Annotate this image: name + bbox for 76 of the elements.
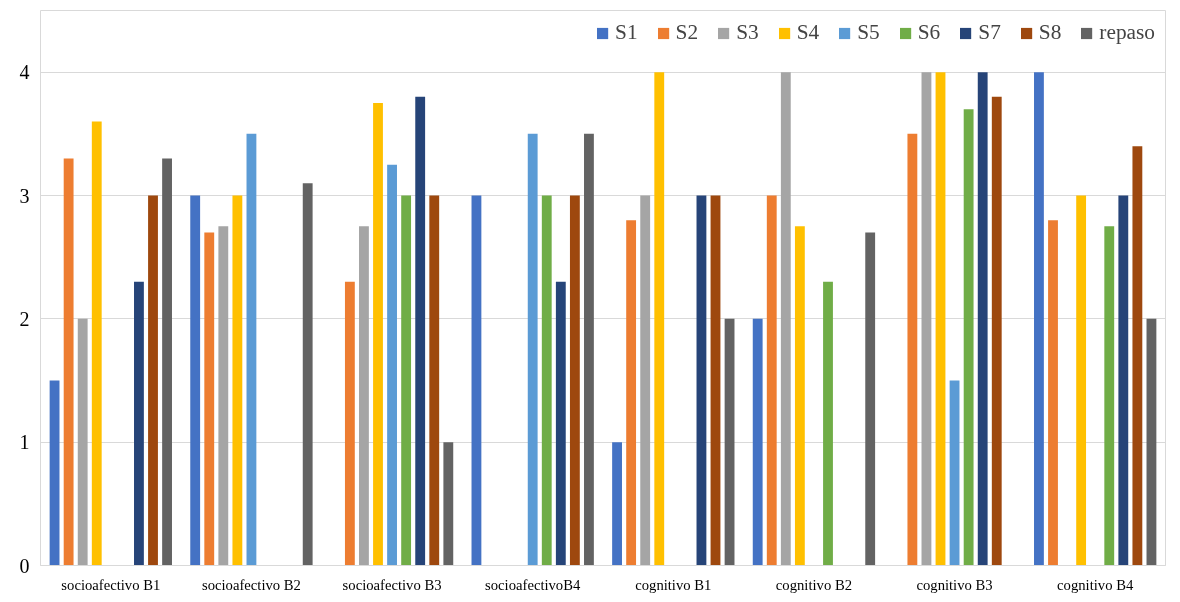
y-tick-label: 2 xyxy=(19,307,30,330)
legend-label: S1 xyxy=(615,20,638,45)
bar xyxy=(696,195,707,566)
bar xyxy=(823,281,833,566)
legend-label: S7 xyxy=(978,20,1001,45)
bar xyxy=(344,281,355,566)
bar xyxy=(190,195,201,566)
legend-label: S5 xyxy=(857,20,880,45)
legend-label: S6 xyxy=(917,20,941,45)
x-tick-label: socioafectivo B1 xyxy=(61,576,161,593)
bar xyxy=(443,442,454,566)
bar xyxy=(949,380,960,566)
y-tick-label: 4 xyxy=(19,61,30,84)
bar xyxy=(204,232,215,566)
bar xyxy=(1132,146,1143,566)
bar xyxy=(612,442,622,566)
y-tick-label: 1 xyxy=(19,431,30,454)
legend-label: repaso xyxy=(1099,20,1155,45)
bar xyxy=(584,133,594,566)
bar xyxy=(471,195,482,566)
bar xyxy=(63,158,74,566)
bar xyxy=(654,72,665,566)
bar xyxy=(148,195,158,566)
bar xyxy=(991,96,1002,566)
bar xyxy=(415,96,426,566)
bar xyxy=(724,318,735,566)
x-tick-label: socioafectivoB4 xyxy=(485,576,581,593)
bar xyxy=(977,72,988,566)
y-tick-label: 0 xyxy=(19,554,30,577)
x-tick-label: cognitivo B3 xyxy=(916,576,993,593)
bar xyxy=(162,158,172,566)
bar xyxy=(1048,220,1058,566)
bar xyxy=(780,72,791,566)
bar xyxy=(218,226,229,566)
bar xyxy=(1146,318,1157,566)
bar xyxy=(302,183,313,566)
legend-label: S4 xyxy=(796,20,820,45)
bar xyxy=(401,195,412,566)
bar xyxy=(246,133,257,566)
bar xyxy=(373,103,383,566)
bar xyxy=(1076,195,1087,566)
x-tick-label: cognitivo B4 xyxy=(1057,576,1134,593)
bar xyxy=(865,232,876,566)
legend-label: S3 xyxy=(736,20,759,45)
bar xyxy=(134,281,144,566)
x-tick-label: cognitivo B1 xyxy=(635,576,712,593)
x-tick-label: cognitivo B2 xyxy=(775,576,853,593)
bar xyxy=(1034,72,1044,566)
bar xyxy=(766,195,777,566)
bar xyxy=(640,195,651,566)
y-tick-label: 3 xyxy=(19,184,30,207)
bar xyxy=(232,195,243,566)
bar xyxy=(555,281,566,566)
bar xyxy=(527,133,538,566)
bar xyxy=(49,380,60,566)
bar xyxy=(963,109,974,566)
bar xyxy=(429,195,440,566)
bar xyxy=(77,318,88,566)
bar xyxy=(710,195,721,566)
bar xyxy=(541,195,552,566)
bar xyxy=(907,133,918,566)
legend-label: S8 xyxy=(1038,20,1062,45)
bar xyxy=(1118,195,1129,566)
bar xyxy=(794,226,805,566)
bar xyxy=(921,72,932,566)
bar xyxy=(1104,226,1115,566)
x-tick-label: socioafectivo B2 xyxy=(201,576,301,593)
bar xyxy=(387,164,397,566)
bar xyxy=(935,72,946,566)
bar xyxy=(752,318,763,566)
x-tick-label: socioafectivo B3 xyxy=(342,576,442,593)
legend-label: S2 xyxy=(675,20,699,45)
bar xyxy=(569,195,580,566)
bar xyxy=(91,121,102,566)
bar xyxy=(626,220,637,566)
bar xyxy=(359,226,369,566)
